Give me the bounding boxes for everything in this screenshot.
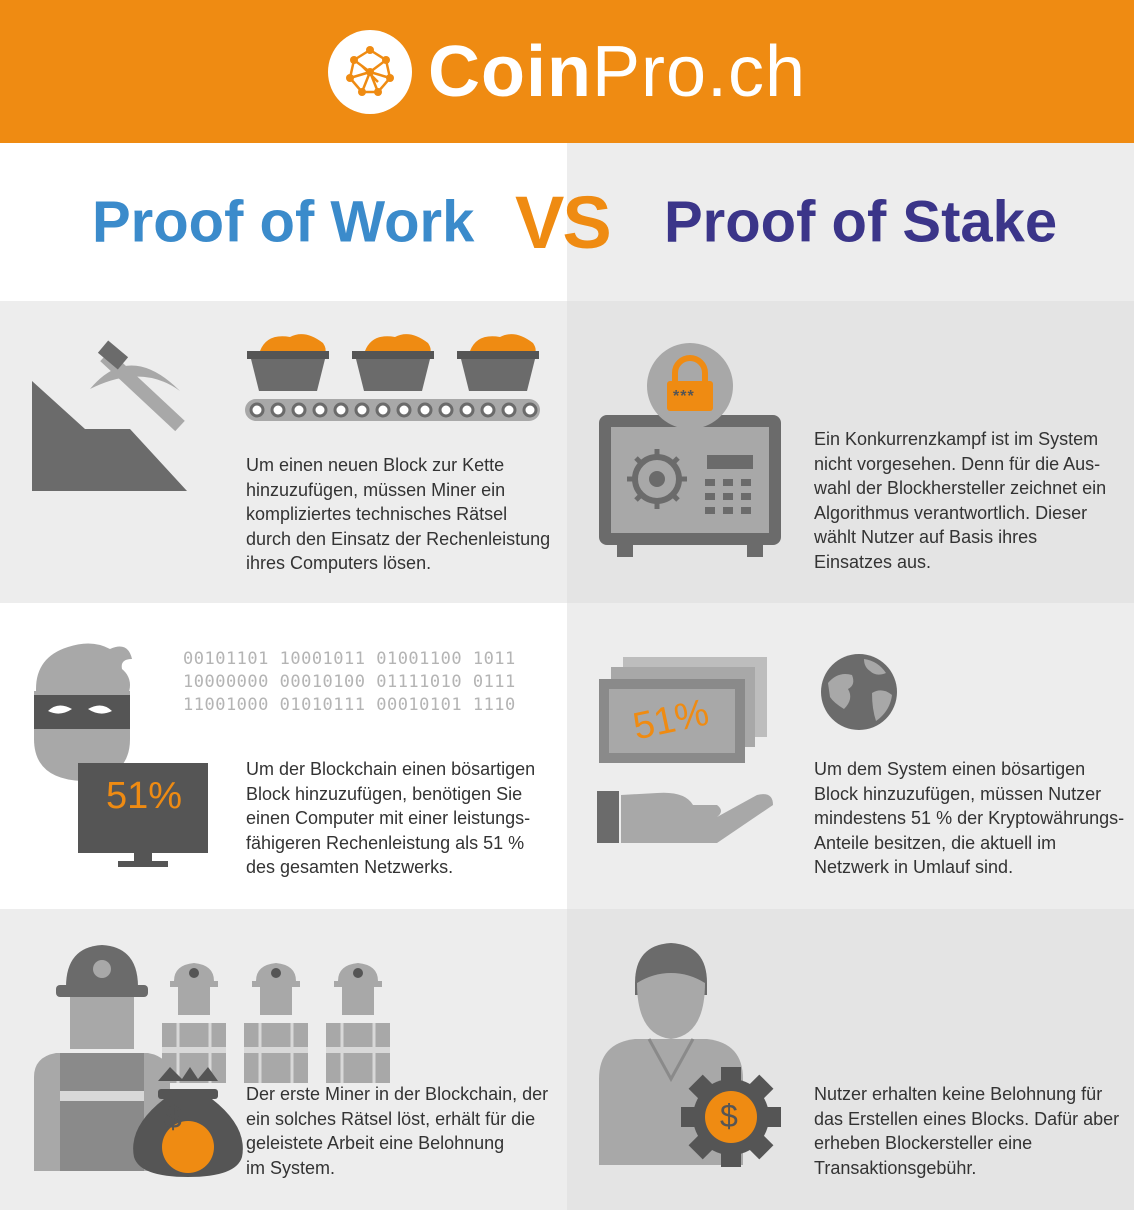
safe-lock-icon — [599, 343, 781, 557]
logo-icon — [327, 29, 412, 114]
gear-dollar-symbol: $ — [720, 1098, 738, 1134]
brand-bold: Coin — [427, 31, 592, 112]
pos-block-text: Ein Konkurrenzkampf ist im System nicht … — [814, 429, 1107, 572]
pow-block-text: Um einen neuen Block zur Kette hinzuzufü… — [246, 455, 551, 573]
row-attack: 51% 00101101 10001011 01001100 1011 1000… — [0, 603, 1134, 909]
row-block-creation: Um einen neuen Block zur Kette hinzuzufü… — [0, 301, 1134, 603]
pow-attack-cell: 51% 00101101 10001011 01001100 1011 1000… — [0, 603, 567, 909]
pow-attack-text: Um der Blockchain einen bösartigen Block… — [246, 759, 536, 877]
row-reward: $ Der erste Miner in der Blockchain, der… — [0, 909, 1134, 1210]
binary-code: 00101101 10001011 01001100 1011 10000000… — [183, 649, 516, 715]
pow-mining-cell: Um einen neuen Block zur Kette hinzuzufü… — [0, 301, 567, 603]
globe-icon — [821, 654, 897, 730]
money-hand-icon — [597, 657, 773, 843]
vs-label: VS — [515, 181, 612, 264]
pos-selection-cell: *** Ein Konkurrenzkampf ist im System ni… — [567, 301, 1134, 603]
mining-carts-icon — [245, 334, 540, 421]
title-row: Proof of Work Proof of Stake — [0, 143, 1134, 301]
pow-title: Proof of Work — [92, 189, 475, 255]
brand-regular: Pro.ch — [591, 31, 807, 112]
pos-reward-cell: $ Nutzer erhalten keine Belohnung für da… — [567, 909, 1134, 1210]
miners-icon — [34, 945, 390, 1177]
pos-title-cell: Proof of Stake — [567, 143, 1134, 301]
pos-reward-text: Nutzer erhalten keine Belohnung für das … — [814, 1084, 1120, 1178]
monitor-label: 51% — [106, 775, 183, 817]
header-bar: CoinPro.ch — [0, 0, 1134, 143]
brand-name: CoinPro.ch — [428, 36, 806, 108]
pow-reward-text: Der erste Miner in der Blockchain, der e… — [246, 1084, 549, 1178]
mountain-pickaxe-icon — [32, 340, 187, 491]
user-gear-icon — [599, 943, 781, 1167]
bag-dollar-symbol: $ — [164, 1099, 182, 1135]
pos-attack-cell: 51% Um dem System einen bösartigen Block… — [567, 603, 1134, 909]
hacker-icon — [34, 643, 208, 867]
pos-attack-text: Um dem System einen bösartigen Block hin… — [814, 759, 1125, 877]
pow-reward-cell: $ Der erste Miner in der Blockchain, der… — [0, 909, 567, 1210]
lock-code: *** — [673, 388, 695, 405]
pos-title: Proof of Stake — [664, 189, 1058, 255]
pow-title-cell: Proof of Work — [0, 143, 567, 301]
